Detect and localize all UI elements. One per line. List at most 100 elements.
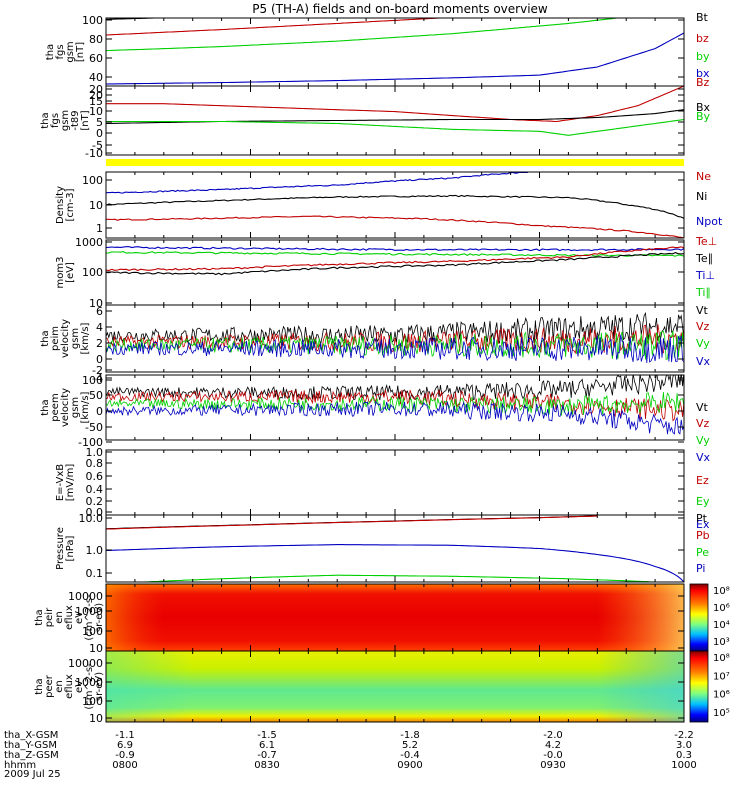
x-axis-value: 0930: [540, 760, 565, 771]
y-tick-label: -4: [92, 372, 103, 385]
y-tick-label: 1: [96, 222, 103, 235]
colorbar-tick-label: 10³: [713, 637, 730, 648]
colorbar-tick-label: 10⁸: [713, 586, 730, 597]
heatmap-edge-shading: [106, 651, 684, 722]
y-axis-label: sr-eV): [94, 603, 105, 632]
y-tick-label: 1.0: [86, 446, 104, 459]
y-axis-label: [nT]: [75, 42, 86, 62]
y-tick-label: 80: [89, 33, 103, 46]
colorbar: [689, 650, 709, 723]
series-line-bz: [106, 18, 451, 36]
series-line-npot: [106, 172, 528, 194]
series-line-ni: [106, 194, 684, 219]
y-axis-label: eflux: [64, 674, 75, 699]
y-tick-label: 1.0: [86, 544, 104, 557]
series-line-bx: [106, 32, 684, 85]
y-tick-label: 0: [96, 405, 103, 418]
y-tick-label: 1000: [75, 676, 103, 689]
legend-entry-vx: Vx: [696, 451, 711, 464]
series-line-vx: [106, 334, 684, 364]
y-tick-label: 10: [89, 642, 103, 655]
panel-6: 100 50 0 -50 -100 tha peem velocity gsm [km/s] Vt V…: [40, 374, 711, 464]
y-tick-label: 0: [96, 353, 103, 366]
legend-entry-vz: Vz: [696, 320, 710, 333]
y-axis-label: tha: [40, 330, 51, 346]
series-line-vy: [106, 391, 684, 416]
panel-4: 1000 100 10 mom3 [eV] Te⊥ Te∥ Ti⊥ Ti∥: [55, 235, 717, 310]
series-line-ti⊥: [106, 246, 684, 252]
y-tick-label: -10: [85, 147, 103, 160]
date-label: 2009 Jul 25: [4, 769, 61, 780]
x-axis-value: 0.3: [676, 750, 692, 761]
legend-entry-vt: Vt: [696, 304, 709, 317]
y-axis-label: gsm: [60, 110, 71, 131]
colorbar: [689, 583, 709, 652]
y-tick-label: 0.8: [86, 457, 104, 470]
y-tick-label: 10: [89, 199, 103, 212]
legend-entry-vz: Vz: [696, 417, 710, 430]
series-line-vz: [106, 389, 684, 422]
legend-entry-bx: Bx: [696, 101, 711, 114]
y-tick-label: 5: [96, 116, 103, 129]
y-tick-label: 0.2: [86, 495, 104, 508]
panel-10: 10⁸ 10⁷ 10⁶ 10⁵ 10000 1000 100 10 tha peer en eflux…: [34, 650, 730, 725]
y-axis-label: -t89: [70, 110, 81, 130]
series-line-vy: [106, 330, 684, 360]
x-axis-value: 1000: [671, 760, 696, 771]
y-axis-label: [km/s]: [80, 391, 91, 423]
legend-entry-bz: bz: [696, 32, 709, 45]
y-axis-label: peim: [50, 326, 61, 351]
y-tick-label: 10000: [68, 657, 103, 670]
y-tick-label: 10: [89, 297, 103, 310]
series-line-by: [106, 118, 684, 136]
y-axis-label: fgs: [50, 113, 61, 128]
y-tick-label: 20: [89, 89, 103, 102]
x-axis-value: 3.0: [676, 740, 692, 751]
legend-entry-by: By: [696, 110, 711, 123]
y-tick-label: 0.6: [86, 470, 104, 483]
legend-entry-ez: Ez: [696, 474, 709, 487]
panel-7: 1.00.80.60.40.20.0 E=-VxB [mV/m] Ez Ey Ex: [55, 446, 710, 531]
legend-entry-vt: Vt: [696, 401, 709, 414]
legend-entry-bt: Bt: [696, 11, 709, 24]
panel-9: 10⁸ 10⁶ 10⁴ 10³ 10000 1000 100 10 tha peir en eflux…: [34, 583, 730, 655]
y-tick-label: 15: [89, 95, 103, 108]
y-tick-label: 20: [89, 83, 103, 96]
panel-5: 6 4 2 0-2-4 tha peim velocity gsm [km/s] Vt Vz Vy Vx: [40, 304, 711, 385]
legend-entry-bx: bx: [696, 67, 710, 80]
x-axis-value: -2.0: [543, 730, 563, 741]
x-axis-value: 0900: [397, 760, 422, 771]
x-axis-row-label: tha_Y-GSM: [4, 740, 57, 751]
y-axis-label: sr-eV): [94, 672, 105, 701]
y-tick-label: 100: [82, 695, 103, 708]
y-tick-label: 100: [82, 14, 103, 27]
y-tick-label: 6: [96, 305, 103, 318]
y-tick-label: -5: [92, 139, 103, 152]
legend-entry-pi: Pi: [696, 562, 705, 575]
legend-entry-ti⊥: Ti⊥: [695, 269, 715, 282]
series-line-by: [106, 18, 623, 52]
y-tick-label: 100: [82, 174, 103, 187]
y-axis-label: tha: [45, 44, 56, 60]
y-axis-label: mom3: [55, 257, 66, 289]
yellow-status-bar: [106, 159, 684, 166]
y-tick-label: -50: [85, 421, 103, 434]
legend-entry-ex: Ex: [696, 518, 710, 531]
series-line-pi: [106, 544, 684, 582]
legend-entry-vy: Vy: [696, 337, 710, 350]
legend-entry-te∥: Te∥: [695, 252, 713, 265]
colorbar-tick-label: 10⁷: [713, 671, 730, 682]
series-line-vt: [106, 311, 684, 345]
x-axis-value: 6.1: [259, 740, 275, 751]
y-axis-label: tha: [40, 399, 51, 415]
y-axis-label: [nT]: [80, 110, 91, 130]
panel-3: 100 10 1 Density [cm-3] Ne Ni Npot: [55, 170, 723, 239]
y-axis-label: gsm: [65, 41, 76, 62]
y-axis-label: en: [54, 680, 65, 693]
legend-entry-vy: Vy: [696, 434, 710, 447]
legend-entry-ni: Ni: [696, 190, 707, 203]
x-axis-value: 0800: [112, 760, 137, 771]
legend-entry-pe: Pe: [696, 546, 709, 559]
